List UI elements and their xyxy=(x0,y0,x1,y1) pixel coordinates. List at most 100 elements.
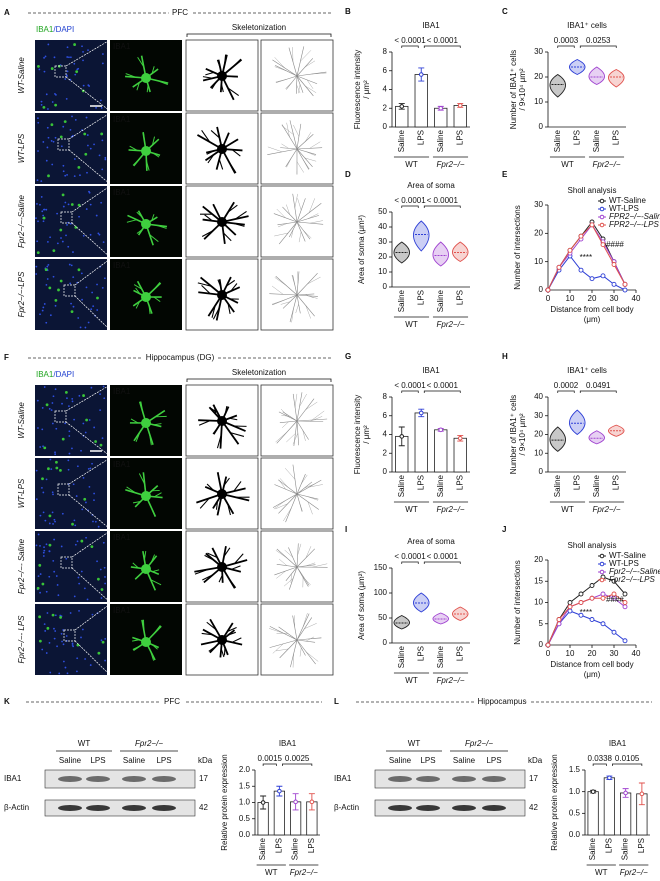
nucleus xyxy=(43,56,45,59)
process xyxy=(296,493,319,500)
process xyxy=(284,549,293,558)
point xyxy=(611,629,617,635)
nucleus xyxy=(82,51,84,53)
cell xyxy=(48,543,52,547)
y-tick-label: 5 xyxy=(539,619,544,628)
point xyxy=(611,591,617,597)
nucleus xyxy=(36,203,38,205)
nucleus xyxy=(66,70,69,73)
nucleus xyxy=(78,215,80,218)
process xyxy=(221,148,243,152)
x-tick-label: 30 xyxy=(610,294,619,303)
nucleus xyxy=(60,545,63,548)
nucleus xyxy=(35,469,38,472)
process xyxy=(307,276,321,285)
process xyxy=(138,473,146,485)
comparison-bracket xyxy=(423,205,461,208)
process xyxy=(145,422,162,428)
nucleus xyxy=(76,540,79,543)
process xyxy=(274,57,285,69)
nucleus xyxy=(62,164,65,167)
nucleus xyxy=(45,478,48,481)
overview-image xyxy=(35,186,107,257)
cell xyxy=(44,268,48,272)
process xyxy=(286,122,290,137)
nucleus xyxy=(87,144,89,147)
y-tick-label: 4 xyxy=(383,85,388,94)
process xyxy=(142,132,146,142)
process xyxy=(267,146,283,153)
lane-label: LPS xyxy=(156,756,171,765)
nucleus xyxy=(84,326,87,329)
process xyxy=(294,393,298,408)
nucleus xyxy=(47,108,49,110)
skeleton-bracket xyxy=(186,378,332,382)
y-tick-label: 10 xyxy=(378,267,387,276)
legend-marker xyxy=(599,553,605,559)
nucleus xyxy=(103,397,106,400)
process xyxy=(137,210,147,225)
comparison-bracket xyxy=(423,390,461,393)
process xyxy=(286,433,296,443)
process xyxy=(217,279,222,288)
nucleus xyxy=(80,449,82,452)
point xyxy=(578,267,584,273)
nucleus xyxy=(44,55,47,58)
nucleus xyxy=(96,309,99,311)
x-axis-label: (μm) xyxy=(584,670,601,679)
band xyxy=(416,776,440,782)
x-tick-label: LPS xyxy=(416,475,425,490)
nucleus xyxy=(73,519,76,522)
mean-dot xyxy=(607,775,612,781)
nucleus xyxy=(41,309,44,312)
x-tick-label: LPS xyxy=(455,475,464,490)
process xyxy=(227,303,231,314)
nucleus xyxy=(80,636,82,639)
point xyxy=(611,262,617,267)
nucleus xyxy=(46,126,49,129)
nucleus xyxy=(77,317,80,319)
process xyxy=(276,208,286,218)
process xyxy=(207,552,218,558)
band xyxy=(86,805,110,811)
y-tick-label: 10 xyxy=(534,97,543,106)
nucleus xyxy=(73,62,76,65)
x-tick-label: 40 xyxy=(632,294,641,303)
nucleus xyxy=(66,672,69,675)
zoom-line xyxy=(71,185,111,213)
panel-letter: G xyxy=(345,352,351,361)
process xyxy=(217,472,221,484)
process xyxy=(151,136,156,146)
process xyxy=(275,79,287,83)
process xyxy=(271,299,285,305)
process xyxy=(218,574,223,583)
zoom-box xyxy=(54,410,67,423)
zoom-image xyxy=(110,186,182,257)
nucleus xyxy=(82,234,85,237)
nucleus xyxy=(78,394,81,397)
process xyxy=(302,576,311,585)
process xyxy=(307,295,318,299)
cell xyxy=(77,268,81,272)
nucleus xyxy=(72,276,75,279)
legend-label: FPR2−/−-LPS xyxy=(609,220,659,229)
process xyxy=(132,639,140,642)
process xyxy=(306,562,316,567)
nucleus xyxy=(98,233,101,236)
zoom-line xyxy=(65,421,111,457)
cell xyxy=(38,563,42,567)
mean-dot xyxy=(399,104,405,109)
point xyxy=(622,600,628,605)
nucleus xyxy=(40,180,43,183)
p-value: < 0.0001 xyxy=(394,381,426,390)
y-tick-label: 20 xyxy=(534,228,543,237)
process xyxy=(275,550,288,559)
legend-label: WT-LPS xyxy=(609,559,639,568)
skeleton-header: Skeletonization xyxy=(232,23,286,32)
nucleus xyxy=(46,278,49,280)
unit-label: kDa xyxy=(528,756,543,765)
process xyxy=(132,501,141,504)
process xyxy=(196,493,223,504)
nucleus xyxy=(35,217,37,219)
size-label: 42 xyxy=(529,803,538,812)
